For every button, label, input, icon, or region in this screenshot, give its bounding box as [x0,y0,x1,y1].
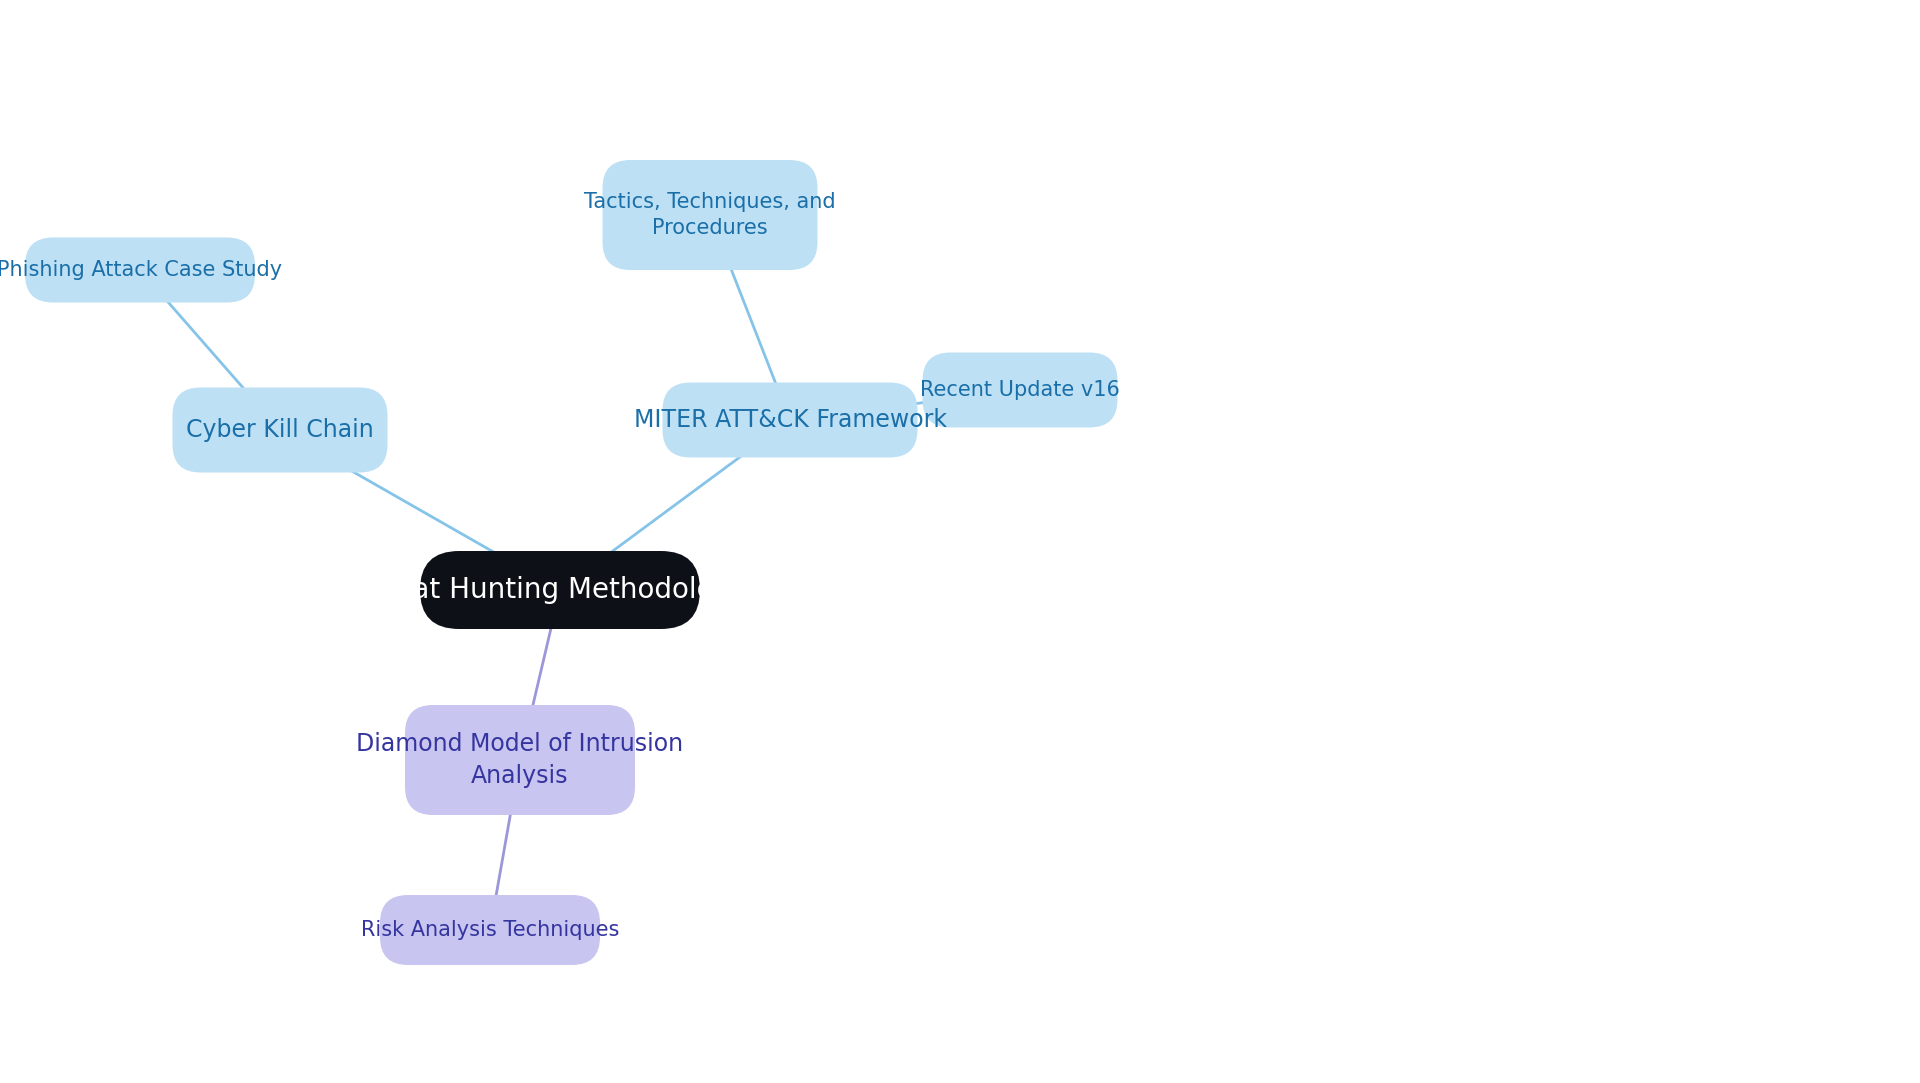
Text: Threat Hunting Methodologies: Threat Hunting Methodologies [349,576,770,604]
FancyBboxPatch shape [420,551,701,629]
FancyBboxPatch shape [405,705,636,815]
Text: Diamond Model of Intrusion
Analysis: Diamond Model of Intrusion Analysis [357,732,684,787]
Text: Risk Analysis Techniques: Risk Analysis Techniques [361,919,618,940]
FancyBboxPatch shape [922,352,1117,428]
Text: Cyber Kill Chain: Cyber Kill Chain [186,418,374,442]
Text: MITER ATT&CK Framework: MITER ATT&CK Framework [634,408,947,432]
FancyBboxPatch shape [380,895,599,965]
Text: Recent Update v16: Recent Update v16 [920,380,1119,400]
FancyBboxPatch shape [662,382,918,457]
FancyBboxPatch shape [603,160,818,270]
Text: Phishing Attack Case Study: Phishing Attack Case Study [0,260,282,280]
Text: Tactics, Techniques, and
Procedures: Tactics, Techniques, and Procedures [584,192,835,238]
FancyBboxPatch shape [25,237,255,302]
FancyBboxPatch shape [173,388,388,472]
